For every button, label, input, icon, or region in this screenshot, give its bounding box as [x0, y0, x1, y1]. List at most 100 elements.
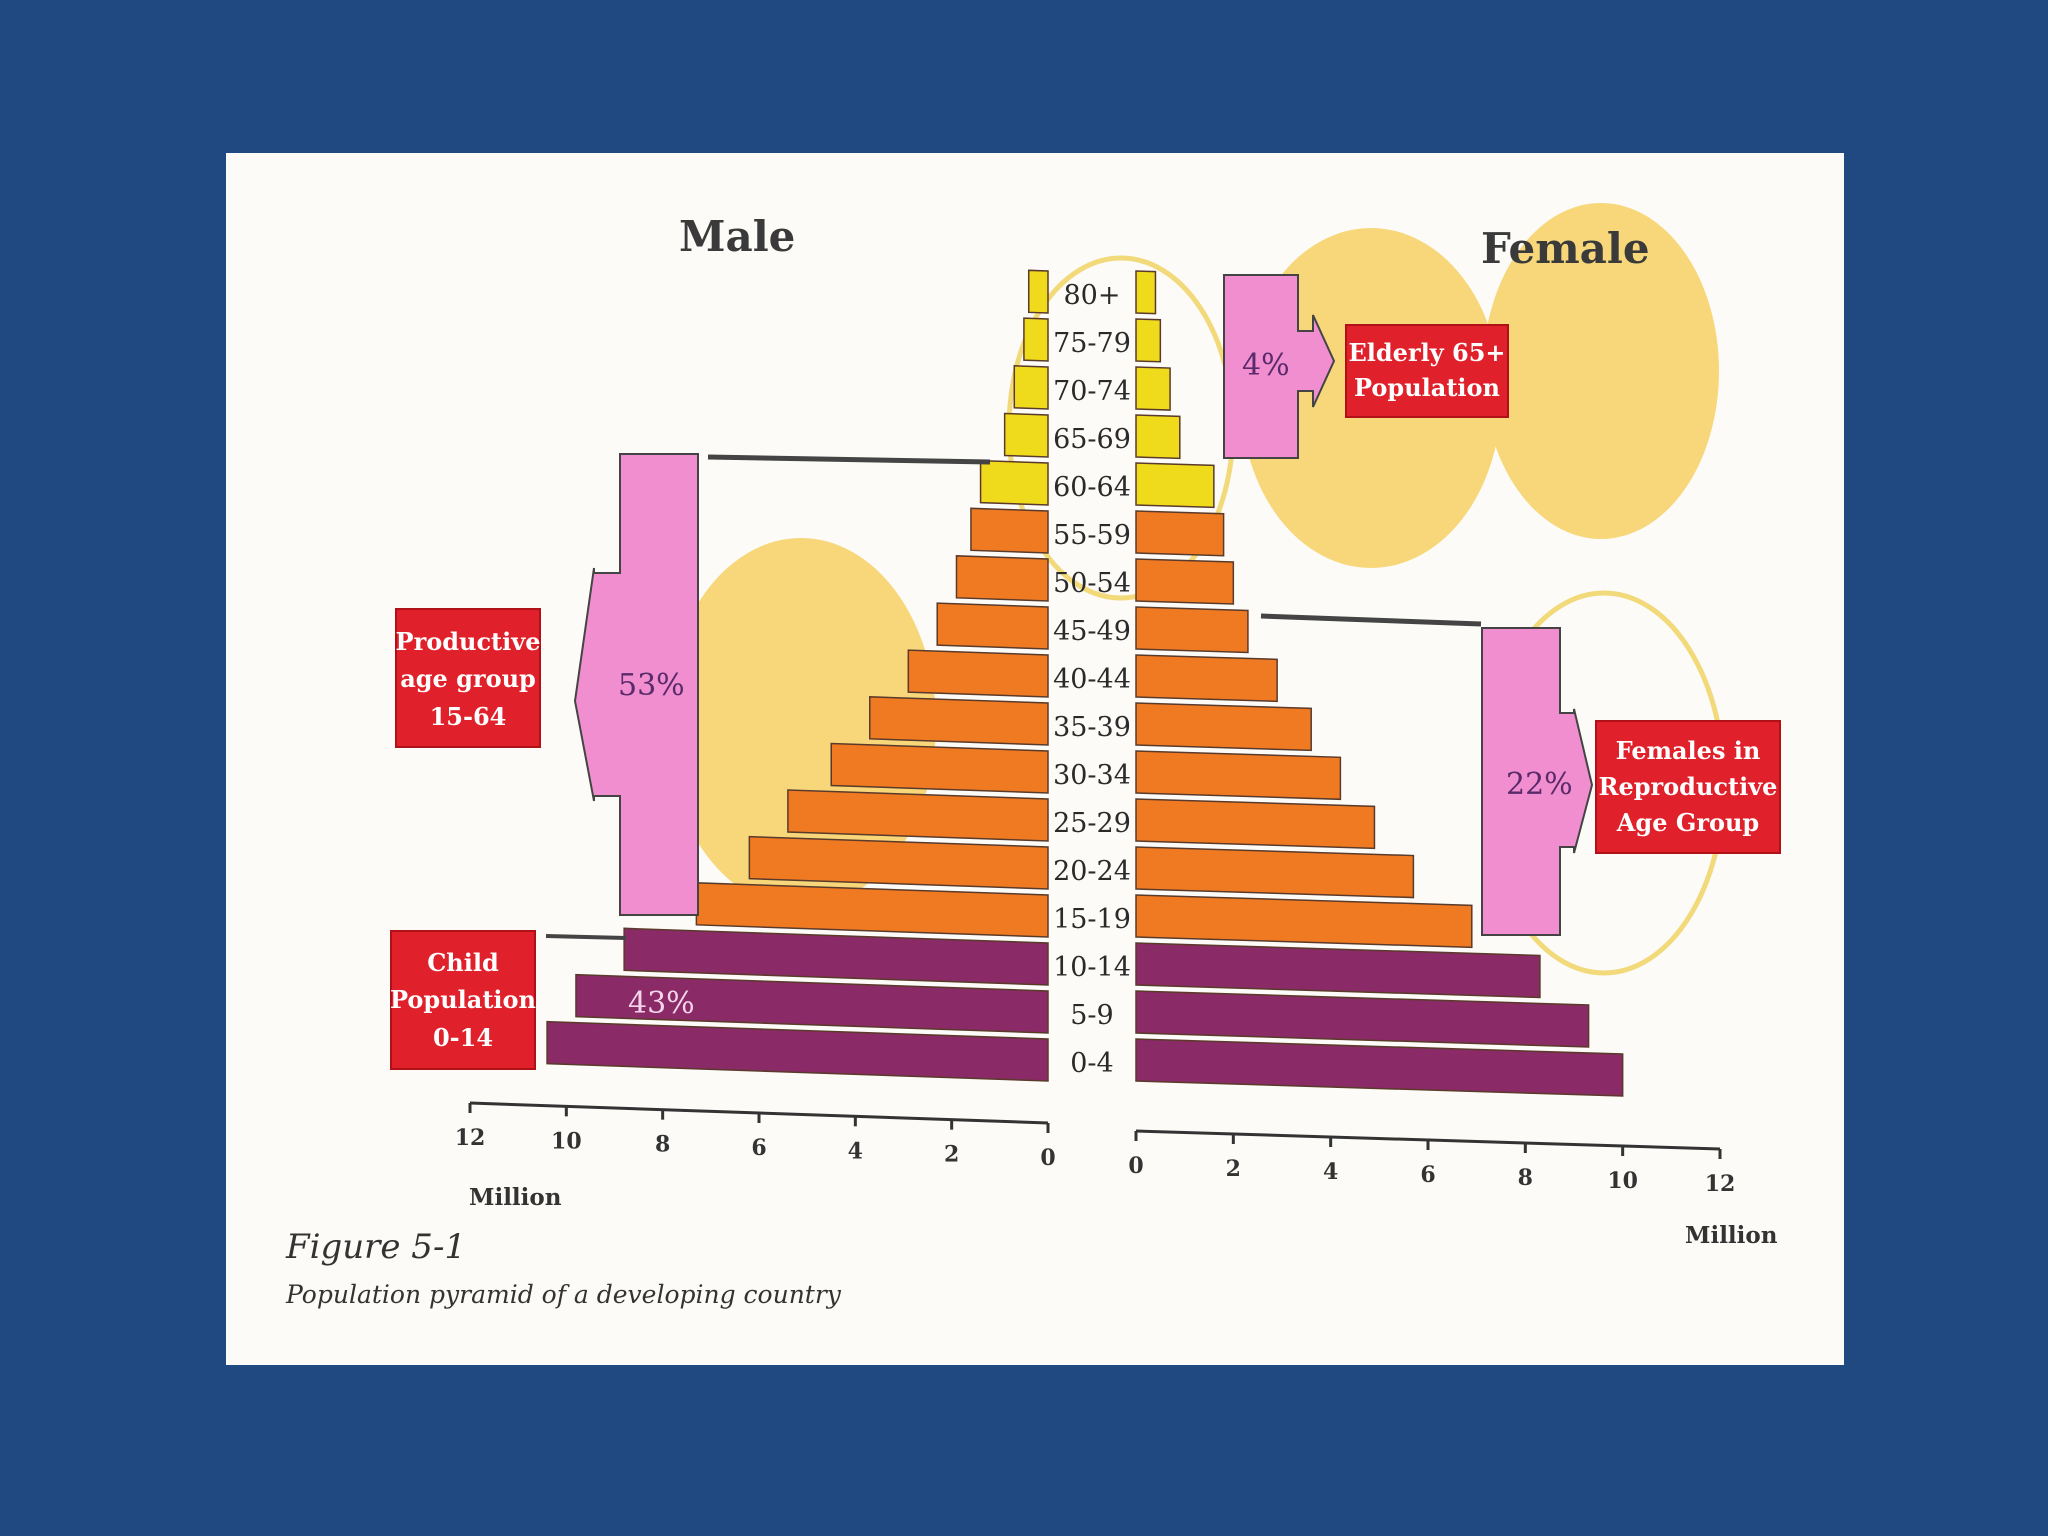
- male-header: Male: [679, 212, 795, 261]
- population-pyramid-chart: Male Female 80+ 75-79 70-74 65-69 60-64 55-59…: [285, 203, 1781, 1309]
- age-label-50-54: 50-54: [1053, 568, 1131, 599]
- productive-label-line1: Productive: [396, 627, 541, 656]
- figure-panel: Male Female 80+ 75-79 70-74 65-69 60-64 55-59…: [226, 153, 1844, 1365]
- age-labels: 80+ 75-79 70-74 65-69 60-64 55-59 50-54 45-49 40…: [1053, 280, 1131, 1079]
- male-bar-25-29: [787, 789, 1049, 842]
- female-tick-label-12: 12: [1705, 1171, 1736, 1197]
- elderly-label-line2: Population: [1354, 373, 1500, 402]
- reproductive-pct: 22%: [1506, 767, 1573, 802]
- child-pct: 43%: [628, 986, 695, 1021]
- male-bar-40-44: [907, 649, 1049, 698]
- female-bar-80plus: [1135, 270, 1157, 315]
- productive-pct: 53%: [618, 668, 685, 703]
- elderly-label-line1: Elderly 65+: [1348, 338, 1505, 367]
- male-bar-15-19: [695, 882, 1049, 938]
- child-label-line3: 0-14: [433, 1023, 493, 1052]
- child-label-box: [390, 930, 536, 1070]
- male-bar-50-54: [955, 555, 1049, 602]
- figure-number: Figure 5-1: [285, 1227, 466, 1267]
- male-tick-label-6: 6: [751, 1135, 766, 1161]
- male-bar-30-34: [830, 742, 1049, 794]
- age-label-20-24: 20-24: [1053, 856, 1131, 887]
- female-bar-35-39: [1135, 702, 1312, 752]
- age-label-55-59: 55-59: [1053, 520, 1131, 551]
- x-axis-female: 0 2 4 6 8 10 12: [1128, 1129, 1736, 1197]
- male-tick-label-2: 2: [944, 1142, 959, 1168]
- female-bar-50-54: [1135, 558, 1235, 605]
- child-label-line2: Population: [390, 985, 536, 1014]
- female-bar-5-9: [1135, 990, 1590, 1048]
- age-label-15-19: 15-19: [1053, 904, 1131, 935]
- female-bar-65-69: [1135, 414, 1181, 460]
- age-label-70-74: 70-74: [1053, 376, 1131, 407]
- age-label-65-69: 65-69: [1053, 424, 1131, 455]
- bracket-lines: [545, 454, 1482, 940]
- reproductive-callout: 22% Females in Reproductive Age Group: [1481, 627, 1781, 936]
- age-label-10-14: 10-14: [1053, 952, 1131, 983]
- male-tick-label-10: 10: [551, 1128, 582, 1154]
- reproductive-label-line1: Females in: [1616, 736, 1761, 765]
- female-bar-15-19: [1135, 894, 1473, 949]
- male-bar-70-74: [1013, 365, 1049, 410]
- productive-label-line3: 15-64: [430, 702, 507, 731]
- female-bar-60-64: [1135, 462, 1215, 509]
- x-axis-label-male: Million: [469, 1184, 562, 1211]
- male-bar-20-24: [748, 835, 1049, 890]
- female-bar-10-14: [1135, 942, 1541, 999]
- female-bar-30-34: [1135, 750, 1342, 801]
- elderly-label-box: [1345, 324, 1509, 418]
- productive-label-box: [395, 608, 541, 748]
- x-axis-male: 12 10 8 6 4 2 0: [455, 1101, 1056, 1171]
- female-tick-label-10: 10: [1607, 1168, 1638, 1194]
- female-bar-20-24: [1135, 846, 1415, 899]
- female-bars: [1135, 270, 1624, 1097]
- age-label-30-34: 30-34: [1053, 760, 1131, 791]
- age-label-60-64: 60-64: [1053, 472, 1131, 503]
- productive-label-line2: age group: [400, 664, 536, 693]
- male-bar-80plus: [1027, 269, 1049, 314]
- age-label-75-79: 75-79: [1053, 328, 1131, 359]
- elderly-callout: 4% Elderly 65+ Population: [1223, 274, 1509, 459]
- female-bar-75-79: [1135, 318, 1162, 363]
- female-bar-40-44: [1135, 654, 1278, 703]
- figure-caption: Population pyramid of a developing count…: [285, 1280, 842, 1309]
- elderly-pct: 4%: [1242, 348, 1290, 383]
- age-label-25-29: 25-29: [1053, 808, 1131, 839]
- reproductive-label-line2: Reproductive: [1599, 772, 1778, 801]
- female-bar-70-74: [1135, 366, 1171, 411]
- age-label-80plus: 80+: [1064, 280, 1121, 311]
- female-tick-label-8: 8: [1518, 1165, 1533, 1191]
- female-bar-0-4: [1135, 1038, 1624, 1097]
- male-tick-label-8: 8: [655, 1132, 670, 1158]
- age-label-0-4: 0-4: [1070, 1048, 1113, 1079]
- female-bar-45-49: [1135, 606, 1249, 654]
- age-label-40-44: 40-44: [1053, 664, 1131, 695]
- productive-callout: 53% Productive age group 15-64: [395, 453, 699, 916]
- male-bar-35-39: [869, 696, 1049, 746]
- child-callout: 43% Child Population 0-14: [390, 930, 695, 1070]
- male-bars: [546, 269, 1049, 1082]
- female-tick-label-4: 4: [1323, 1159, 1338, 1185]
- age-label-5-9: 5-9: [1070, 1000, 1113, 1031]
- reproductive-label-line3: Age Group: [1616, 808, 1759, 837]
- child-label-line1: Child: [427, 948, 499, 977]
- male-bar-5-9: [575, 973, 1049, 1034]
- male-bar-65-69: [1003, 412, 1049, 458]
- age-label-35-39: 35-39: [1053, 712, 1131, 743]
- female-header: Female: [1481, 224, 1650, 273]
- female-tick-label-6: 6: [1420, 1162, 1435, 1188]
- reproductive-label-box: [1595, 720, 1781, 854]
- female-tick-label-0: 0: [1128, 1153, 1143, 1179]
- x-axis-label-female: Million: [1685, 1222, 1778, 1249]
- male-tick-label-12: 12: [455, 1125, 486, 1151]
- age-label-45-49: 45-49: [1053, 616, 1131, 647]
- female-bar-25-29: [1135, 798, 1376, 850]
- male-bar-60-64: [979, 459, 1049, 506]
- female-bar-55-59: [1135, 510, 1225, 557]
- male-bar-0-4: [546, 1020, 1049, 1082]
- male-bar-10-14: [623, 927, 1049, 986]
- male-bar-45-49: [936, 602, 1049, 650]
- male-tick-label-4: 4: [848, 1138, 863, 1164]
- male-tick-label-0: 0: [1040, 1145, 1055, 1171]
- female-tick-label-2: 2: [1226, 1156, 1241, 1182]
